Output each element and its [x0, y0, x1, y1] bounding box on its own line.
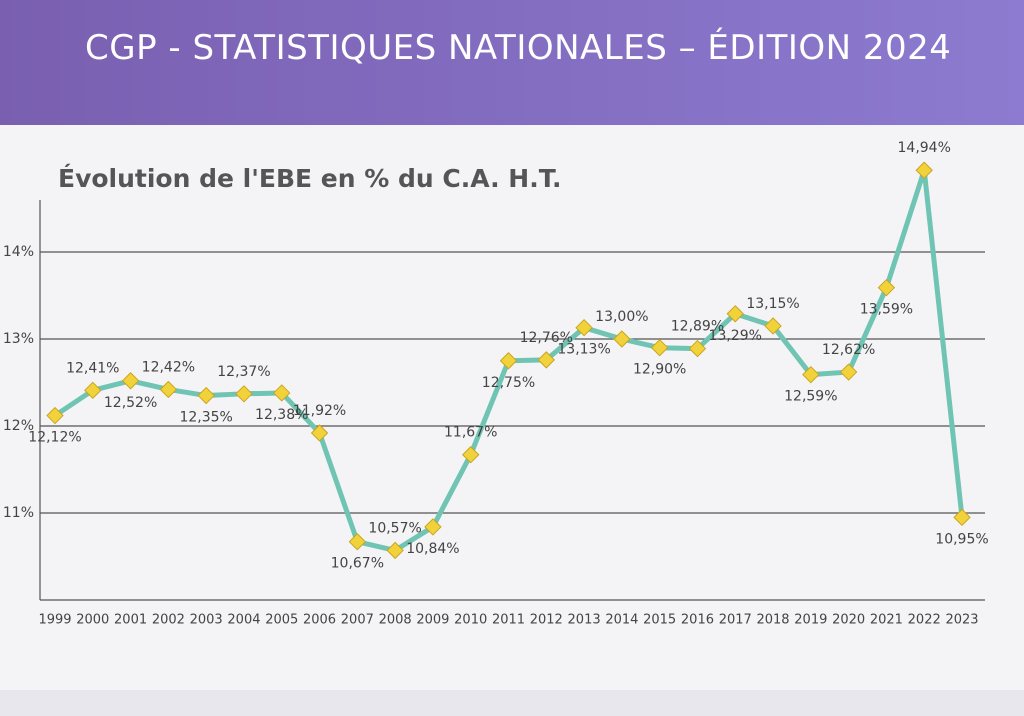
data-label: 12,62%: [822, 342, 875, 358]
data-marker: [764, 317, 782, 335]
data-marker: [575, 318, 593, 337]
data-marker: [159, 380, 178, 399]
x-tick-label: 2021: [870, 613, 903, 628]
data-marker: [726, 305, 744, 323]
data-label: 10,84%: [406, 541, 459, 557]
data-marker: [877, 278, 896, 297]
data-marker: [537, 351, 555, 369]
data-label: 11,67%: [444, 425, 497, 441]
data-marker: [235, 385, 253, 403]
x-tick-label: 2003: [190, 613, 223, 628]
x-tick-label: 2004: [227, 613, 260, 628]
data-label: 12,52%: [104, 395, 157, 411]
data-marker: [499, 352, 518, 370]
x-tick-label: 2006: [303, 613, 336, 628]
data-marker: [802, 365, 820, 384]
data-label: 10,95%: [935, 531, 988, 547]
data-label: 10,57%: [368, 520, 421, 536]
data-label: 12,76%: [520, 330, 573, 346]
data-label: 12,37%: [217, 364, 270, 380]
data-label: 13,29%: [709, 328, 762, 344]
data-label: 11,92%: [293, 403, 346, 419]
data-marker: [839, 363, 858, 381]
data-label: 12,41%: [66, 360, 119, 376]
data-marker: [462, 446, 480, 464]
header: CGP - STATISTIQUES NATIONALES – ÉDITION …: [0, 0, 1024, 125]
data-label: 12,59%: [784, 389, 837, 405]
data-label: 13,13%: [557, 342, 610, 358]
data-label: 13,00%: [595, 309, 648, 325]
data-label: 10,67%: [331, 556, 384, 572]
data-label: 12,42%: [142, 359, 195, 375]
y-tick-label: 11%: [3, 505, 34, 521]
x-tick-label: 2019: [794, 613, 827, 628]
x-tick-label: 2020: [832, 613, 865, 628]
x-tick-label: 2013: [568, 613, 601, 628]
x-tick-label: 2023: [945, 613, 978, 628]
data-marker: [386, 541, 404, 560]
x-tick-label: 1999: [38, 613, 71, 628]
x-tick-label: 2000: [76, 613, 109, 628]
data-label: 12,12%: [28, 430, 81, 446]
data-marker: [197, 386, 215, 405]
x-tick-label: 2012: [530, 613, 563, 628]
x-tick-label: 2016: [681, 613, 714, 628]
x-tick-label: 2005: [265, 613, 298, 628]
data-label: 14,94%: [898, 140, 951, 156]
chart-title: Évolution de l'EBE en % du C.A. H.T.: [58, 164, 561, 193]
data-marker: [310, 424, 329, 442]
x-tick-label: 2002: [152, 613, 185, 628]
y-tick-label: 13%: [3, 331, 34, 347]
chart-panel: Évolution de l'EBE en % du C.A. H.T. 11%…: [0, 125, 1024, 690]
y-tick-label: 12%: [3, 418, 34, 434]
data-marker: [121, 372, 140, 390]
x-tick-label: 2017: [719, 613, 752, 628]
x-tick-label: 2008: [379, 613, 412, 628]
x-tick-label: 2022: [908, 613, 941, 628]
data-label: 12,75%: [482, 375, 535, 391]
data-marker: [348, 533, 367, 551]
data-marker: [953, 508, 971, 527]
chart: Évolution de l'EBE en % du C.A. H.T. 11%…: [3, 140, 989, 628]
x-tick-label: 2014: [605, 613, 638, 628]
y-tick-label: 14%: [3, 244, 34, 260]
x-tick-label: 2010: [454, 613, 487, 628]
data-label: 13,15%: [746, 296, 799, 312]
x-tick-label: 2015: [643, 613, 676, 628]
x-tick-label: 2001: [114, 613, 147, 628]
data-marker: [46, 406, 64, 425]
data-label: 13,59%: [860, 302, 913, 318]
data-label: 12,35%: [179, 410, 232, 426]
x-tick-label: 2011: [492, 613, 525, 628]
data-marker: [688, 339, 707, 358]
data-marker: [273, 384, 291, 402]
x-tick-label: 2007: [341, 613, 374, 628]
data-marker: [84, 381, 102, 400]
data-label: 12,89%: [671, 319, 724, 335]
data-marker: [650, 338, 669, 357]
data-marker: [915, 161, 933, 179]
data-label: 12,90%: [633, 362, 686, 378]
data-label: 12,38%: [255, 407, 308, 423]
data-marker: [613, 330, 631, 348]
slide-title: CGP - STATISTIQUES NATIONALES – ÉDITION …: [85, 28, 952, 68]
x-tick-label: 2018: [756, 613, 789, 628]
data-marker: [424, 518, 442, 536]
x-tick-label: 2009: [416, 613, 449, 628]
